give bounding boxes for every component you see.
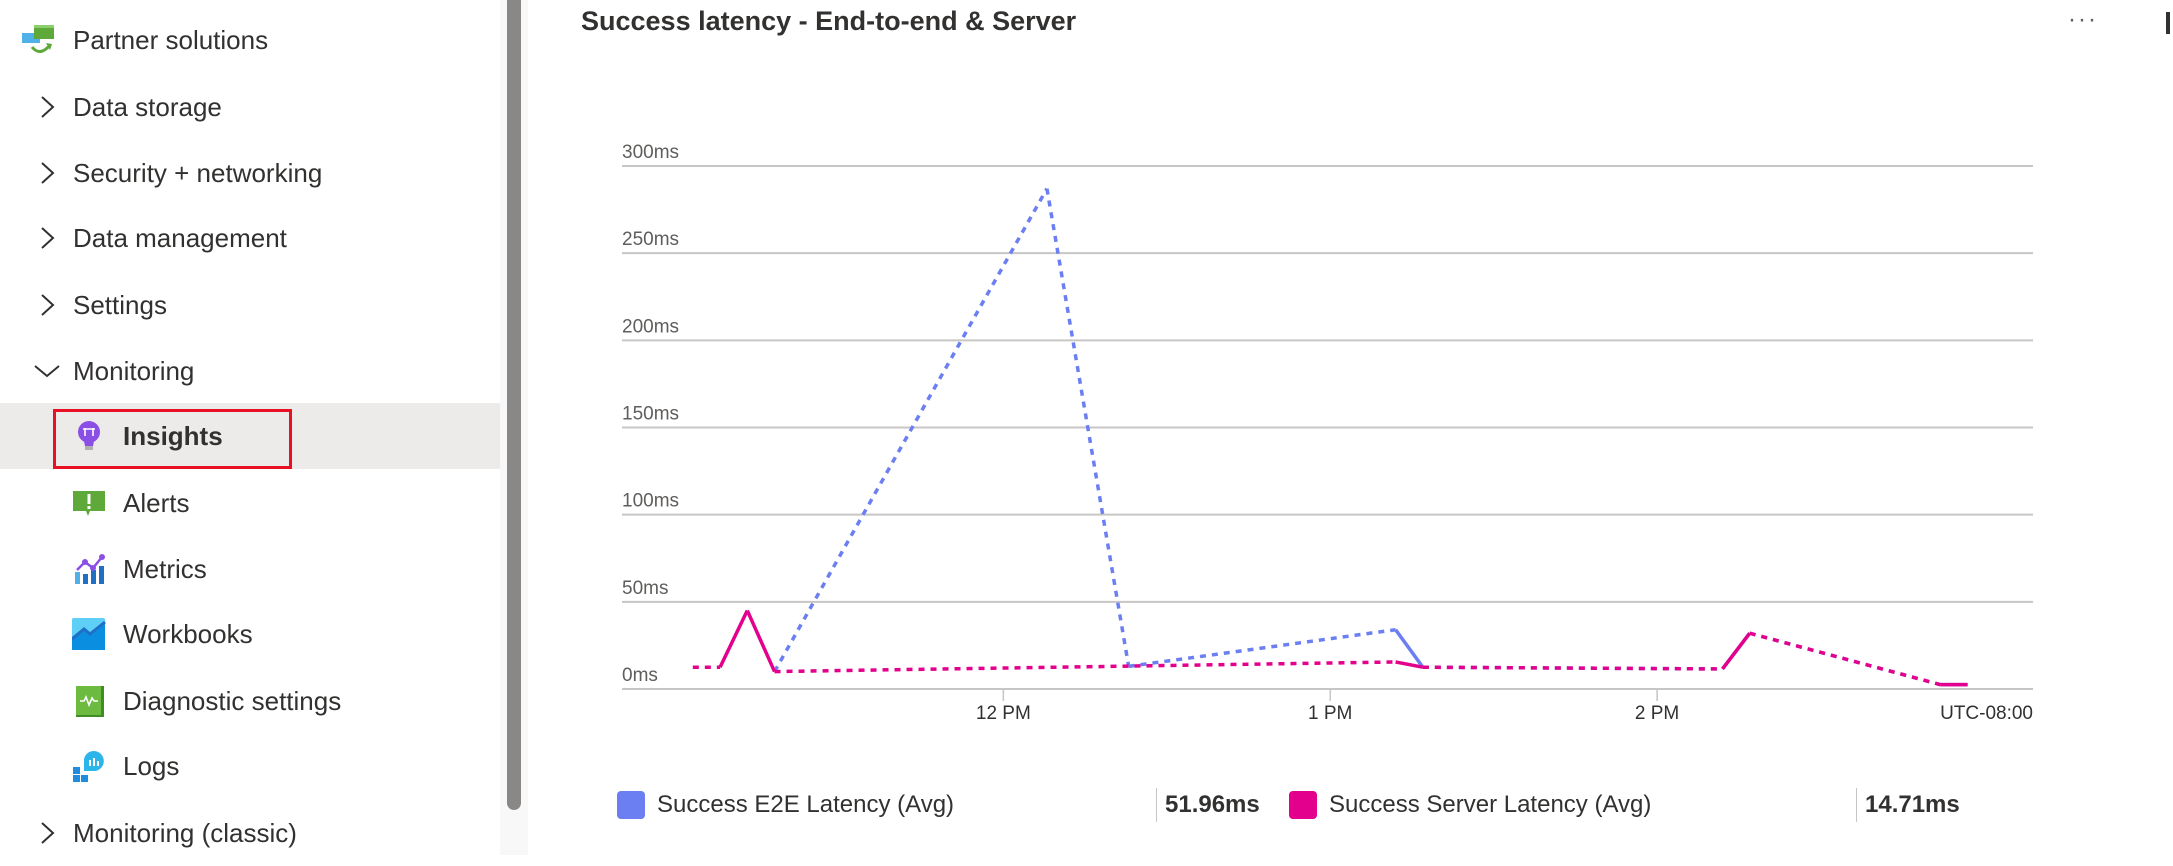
legend-swatch	[617, 791, 645, 819]
series-segment	[1129, 630, 1396, 667]
legend-value-e2e: 51.96ms	[1156, 788, 1260, 822]
series-segment	[1750, 633, 1941, 684]
series-segment	[747, 611, 774, 672]
y-tick-label: 200ms	[622, 316, 679, 337]
x-tick-label: 2 PM	[1635, 703, 1679, 724]
legend-value-server: 14.71ms	[1856, 788, 1960, 822]
series-segment	[775, 189, 1047, 672]
legend-label: Success Server Latency (Avg)	[1329, 791, 1651, 819]
y-tick-label: 100ms	[622, 491, 679, 512]
legend-swatch	[1289, 791, 1317, 819]
y-tick-label: 50ms	[622, 578, 668, 599]
y-tick-label: 150ms	[622, 404, 679, 425]
legend-label: Success E2E Latency (Avg)	[657, 791, 954, 819]
y-tick-label: 300ms	[622, 142, 679, 163]
series-segment	[775, 662, 1396, 672]
series-segment	[720, 611, 747, 668]
series-segment	[1423, 667, 1723, 669]
x-tick-label: 1 PM	[1308, 703, 1352, 724]
y-tick-label: 0ms	[622, 665, 658, 686]
y-tick-label: 250ms	[622, 229, 679, 250]
series-segment	[1722, 633, 1749, 669]
x-tick-label: 12 PM	[976, 703, 1031, 724]
legend-item-e2e[interactable]: Success E2E Latency (Avg)	[617, 788, 954, 822]
legend-item-server[interactable]: Success Server Latency (Avg)	[1289, 788, 1651, 822]
timezone-label: UTC-08:00	[1940, 703, 2033, 724]
